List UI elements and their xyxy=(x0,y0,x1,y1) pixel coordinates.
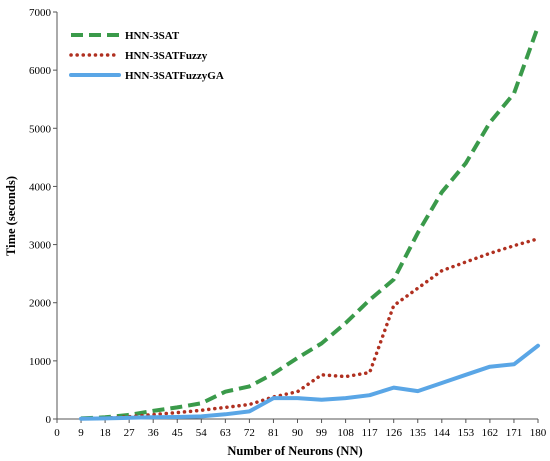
series-line-3 xyxy=(79,343,540,421)
x-tick-label: 27 xyxy=(124,427,136,439)
legend-label-1: HNN-3SAT xyxy=(125,30,180,42)
series-line-1 xyxy=(80,25,540,421)
x-tick-label: 108 xyxy=(337,427,354,439)
y-tick-label: 0 xyxy=(46,414,52,426)
y-tick-label: 1000 xyxy=(29,356,52,368)
x-tick-label: 135 xyxy=(410,427,427,439)
x-tick-label: 63 xyxy=(220,427,232,439)
x-tick-label: 90 xyxy=(292,427,304,439)
y-tick-label: 4000 xyxy=(29,181,52,193)
series-layer xyxy=(79,25,540,421)
y-tick-label: 3000 xyxy=(29,240,52,252)
x-tick-label: 162 xyxy=(482,427,499,439)
axes: 0 1000 2000 3000 4000 5000 6000 7000 0 9 18 27 36 45 5… xyxy=(29,7,547,439)
x-tick-label: 72 xyxy=(244,427,255,439)
y-tick-label: 7000 xyxy=(29,7,52,19)
x-axis-title: Number of Neurons (NN) xyxy=(227,444,362,458)
x-tick-label: 0 xyxy=(54,427,60,439)
x-tick-label: 171 xyxy=(506,427,523,439)
x-tick-label: 117 xyxy=(362,427,379,439)
y-axis-title: Time (seconds) xyxy=(4,176,18,256)
x-tick-label: 126 xyxy=(385,427,402,439)
x-tick-label: 18 xyxy=(100,427,112,439)
series-line-2 xyxy=(79,237,540,421)
legend-label-3: HNN-3SATFuzzyGA xyxy=(125,70,224,82)
x-tick-label: 45 xyxy=(172,427,184,439)
y-tick-label: 2000 xyxy=(29,298,52,310)
y-tick-label: 6000 xyxy=(29,65,52,77)
legend: HNN-3SAT HNN-3SATFuzzy HNN-3SATFuzzyGA xyxy=(66,23,244,87)
x-tick-label: 144 xyxy=(434,427,451,439)
x-tick-label: 36 xyxy=(148,427,160,439)
x-tick-label: 81 xyxy=(268,427,279,439)
x-tick-label: 99 xyxy=(316,427,328,439)
y-tick-label: 5000 xyxy=(29,123,52,135)
x-tick-label: 180 xyxy=(530,427,547,439)
x-tick-label: 9 xyxy=(78,427,84,439)
x-tick-label: 54 xyxy=(196,427,208,439)
x-tick-label: 153 xyxy=(458,427,475,439)
legend-label-2: HNN-3SATFuzzy xyxy=(125,50,208,62)
